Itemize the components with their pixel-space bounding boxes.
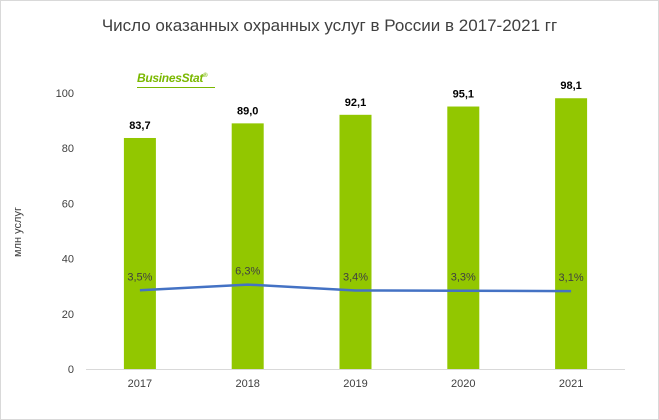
y-tick-label: 80 xyxy=(62,143,74,155)
bar-value-label: 95,1 xyxy=(453,89,474,101)
logo-registered-mark: ® xyxy=(203,73,208,79)
y-tick-label: 20 xyxy=(62,309,74,321)
x-tick-label: 2019 xyxy=(343,378,367,390)
chart-title: Число оказанных охранных услуг в России … xyxy=(101,16,558,35)
logo-text: BusinesStat xyxy=(137,71,204,85)
bar xyxy=(231,123,264,369)
logo-underline xyxy=(137,87,215,88)
x-tick-label: 2020 xyxy=(451,378,475,390)
businesstat-logo: BusinesStat® xyxy=(137,71,207,85)
growth-value-label: 6,3% xyxy=(235,266,260,278)
growth-line xyxy=(139,283,572,293)
growth-value-label: 3,5% xyxy=(127,271,152,283)
growth-value-label: 3,4% xyxy=(343,271,368,283)
y-tick-label: 60 xyxy=(62,198,74,210)
bar xyxy=(339,114,372,369)
bar-value-label: 92,1 xyxy=(345,97,366,109)
y-tick-label: 40 xyxy=(62,254,74,266)
growth-value-label: 3,3% xyxy=(451,272,476,284)
x-tick-label: 2018 xyxy=(235,378,259,390)
x-tick-label: 2021 xyxy=(559,378,583,390)
bar xyxy=(555,98,588,369)
bar-value-label: 98,1 xyxy=(560,80,581,92)
bar xyxy=(447,106,480,370)
bar-value-label: 89,0 xyxy=(237,105,258,117)
x-tick-label: 2017 xyxy=(128,378,152,390)
y-tick-label: 0 xyxy=(68,364,74,376)
y-tick-label: 100 xyxy=(56,88,74,100)
bar xyxy=(123,137,156,369)
bar-value-label: 83,7 xyxy=(129,120,150,132)
growth-value-label: 3,1% xyxy=(559,272,584,284)
